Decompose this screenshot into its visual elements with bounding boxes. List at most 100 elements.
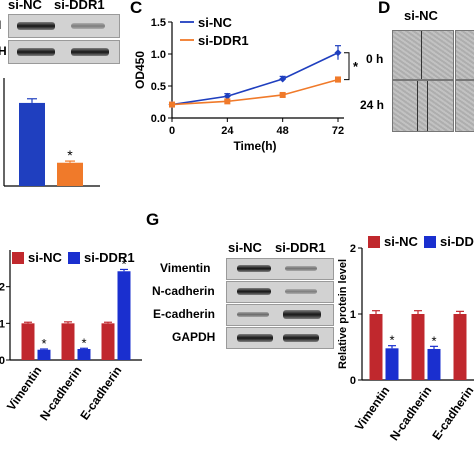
y-tick-label: 1	[0, 318, 5, 330]
legend-swatch	[368, 236, 380, 248]
band	[285, 289, 317, 294]
data-point	[169, 101, 175, 108]
significance-star: *	[353, 59, 359, 74]
y-axis-label: Relative protein level	[337, 259, 349, 369]
bar	[385, 348, 399, 380]
legend-swatch	[68, 252, 80, 264]
blot-g-row-ecadherin	[226, 304, 334, 326]
band	[17, 22, 55, 30]
x-tick-label: 48	[277, 125, 289, 137]
blot-g-label-vimentin: Vimentin	[160, 261, 211, 275]
significance-star: *	[41, 336, 46, 351]
blot-g-row-gapdh	[226, 327, 334, 349]
band	[17, 48, 55, 56]
legend-swatch	[424, 236, 436, 248]
data-point	[223, 92, 231, 100]
y-axis-label: OD450	[133, 51, 147, 89]
x-tick-label: N-cadherin	[387, 384, 434, 443]
band	[71, 48, 109, 56]
blot-a-row-ddr1	[8, 14, 120, 38]
data-point	[224, 98, 231, 105]
scratch-image-ddr1-24h	[455, 80, 474, 132]
scratch-image-nc-0h	[392, 30, 454, 80]
blot-a-header-ddr1: si-DDR1	[54, 0, 105, 12]
x-axis-label: Time(h)	[233, 139, 276, 153]
bar	[453, 314, 467, 380]
bar	[77, 349, 91, 360]
legend-label: si-DD	[440, 234, 474, 249]
y-tick-label: 1	[350, 309, 356, 321]
blot-g-header-ddr1: si-DDR1	[275, 240, 326, 255]
series-line	[171, 78, 339, 106]
significance-star: *	[81, 335, 86, 350]
blot-a-row-label-2: H	[0, 44, 7, 58]
blot-a-row-gapdh	[8, 40, 120, 64]
y-tick-label: 2	[350, 243, 356, 255]
significance-bracket	[344, 52, 350, 81]
scratch-image-nc-24h	[392, 80, 454, 132]
bar	[57, 162, 83, 186]
blot-a-header-nc: si-NC	[8, 0, 42, 12]
x-tick-label: 0	[169, 125, 175, 137]
bar	[427, 348, 441, 380]
blot-g-header-nc: si-NC	[228, 240, 262, 255]
band	[237, 334, 273, 342]
legend-label: si-DDR1	[198, 33, 249, 48]
scratch-edge	[417, 81, 418, 131]
band	[237, 288, 271, 295]
scratch-image-ddr1-0h	[455, 30, 474, 80]
bar	[117, 271, 131, 360]
panel-g-letter: G	[146, 210, 160, 229]
scratch-edge	[427, 81, 428, 131]
x-tick-label: Vimentin	[4, 364, 44, 413]
y-tick-label: 0.5	[151, 81, 166, 93]
legend-label: si-DDR1	[84, 250, 135, 265]
blot-g-row-ncadherin	[226, 281, 334, 303]
x-tick-label: Vimentin	[352, 384, 392, 433]
band	[237, 265, 271, 272]
band	[285, 266, 317, 271]
blot-g-label-gapdh: GAPDH	[172, 330, 216, 344]
bar	[101, 323, 115, 360]
blot-g-label-ncadherin: N-cadherin	[152, 284, 215, 298]
panel-c-chart: 0.0 0.5 1.0 1.5 0 24 48 72 Time(h) OD450 si-NC si-D…	[133, 15, 359, 153]
panel-d-header: si-NC	[404, 8, 438, 23]
band	[237, 312, 269, 317]
band	[283, 310, 321, 319]
y-tick-label: 0	[350, 375, 356, 387]
bar	[37, 349, 51, 360]
band	[283, 334, 319, 342]
panel-d-letter: D	[378, 0, 391, 17]
y-tick-label: 2	[0, 282, 5, 294]
legend-label: si-NC	[28, 250, 63, 265]
x-tick-label: 24	[221, 125, 234, 137]
data-point	[279, 91, 286, 98]
legend-swatch	[12, 252, 24, 264]
bar	[411, 314, 425, 380]
x-tick-label: 72	[332, 125, 344, 137]
legend-label: si-NC	[384, 234, 419, 249]
band	[71, 23, 105, 29]
significance-star: *	[431, 333, 436, 348]
scratch-edge	[421, 31, 422, 79]
bar	[61, 323, 75, 360]
y-tick-label: 0	[0, 355, 5, 367]
blot-a-row-label-1: I	[0, 18, 1, 32]
data-point	[334, 49, 342, 57]
data-point	[335, 76, 341, 83]
bar	[369, 314, 383, 380]
panel-c-letter: C	[130, 0, 143, 17]
bar	[21, 323, 35, 360]
panel-d-row-24h: 24 h	[360, 98, 385, 112]
y-tick-label: 1.0	[151, 49, 166, 61]
significance-star: *	[389, 333, 394, 348]
blot-g-row-vimentin	[226, 258, 334, 280]
y-tick-label: 0.0	[151, 113, 166, 125]
legend-label: si-NC	[198, 15, 233, 30]
x-tick-label: E-cadherin	[429, 384, 474, 443]
bar	[19, 102, 45, 186]
panel-d-row-0h: 0 h	[366, 52, 384, 66]
significance-star: *	[67, 147, 73, 163]
